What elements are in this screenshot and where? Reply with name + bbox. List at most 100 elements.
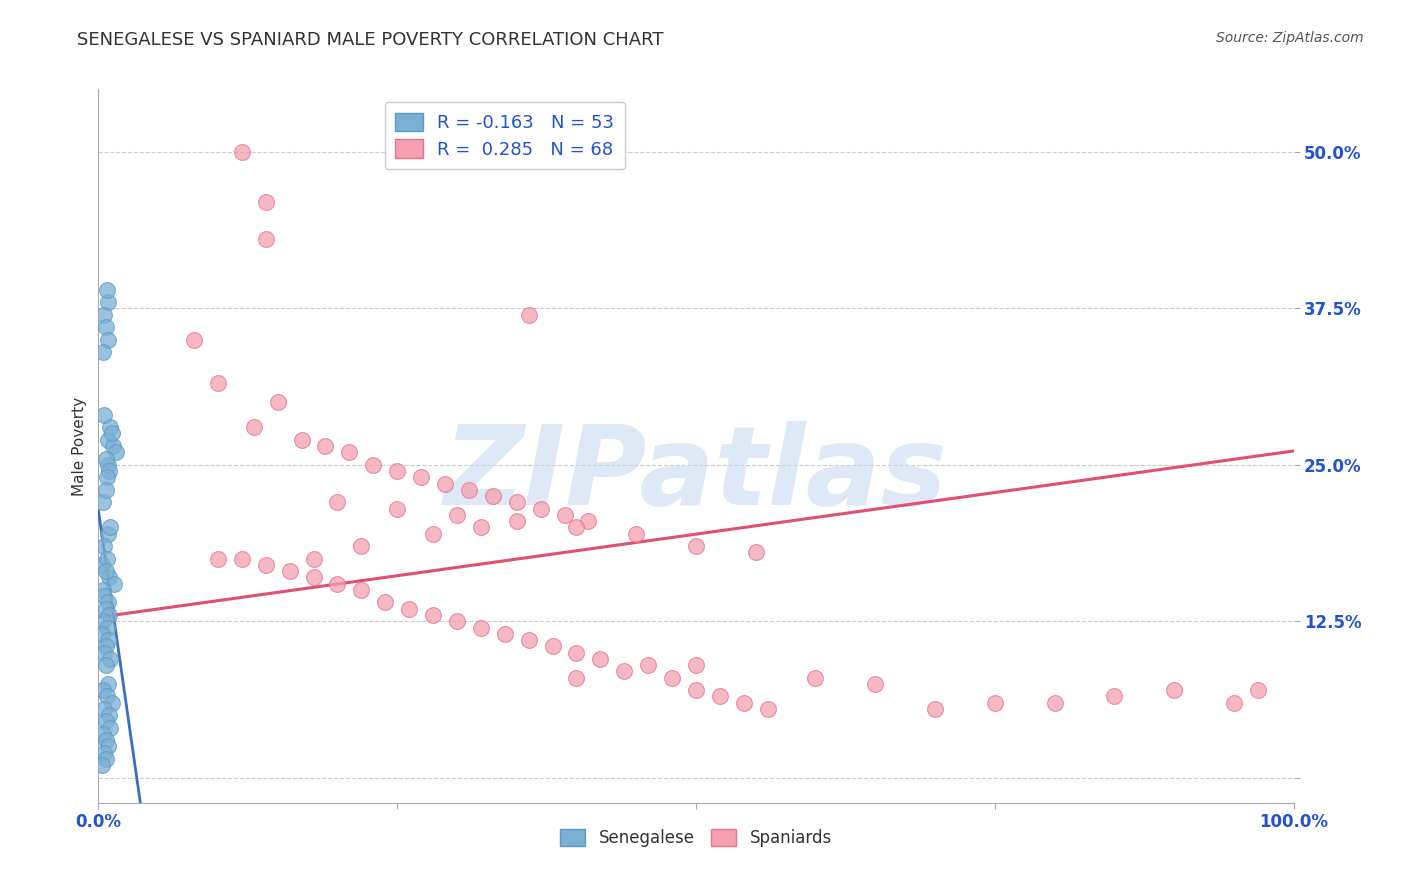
Point (105, 445, 128, 459)
Point (481, 489, 505, 503)
Point (385, 501, 409, 516)
Point (94, 451, 117, 466)
Point (565, 520, 588, 534)
Point (326, 495, 349, 509)
Point (1104, 690, 1126, 704)
Point (470, 520, 492, 534)
Point (733, 696, 755, 710)
Point (97, 526, 120, 541)
Point (91, 727, 114, 741)
Point (93, 589, 115, 603)
Point (458, 483, 481, 497)
Point (745, 545, 768, 559)
Point (470, 621, 492, 635)
Point (100, 426, 122, 441)
Point (98, 652, 122, 666)
Point (411, 470, 433, 484)
Point (93, 539, 115, 553)
Text: Source: ZipAtlas.com: Source: ZipAtlas.com (1216, 31, 1364, 45)
Point (97, 333, 120, 347)
Point (302, 551, 325, 566)
Point (350, 539, 373, 553)
Point (91, 614, 114, 628)
Point (804, 671, 827, 685)
Text: SENEGALESE VS SPANIARD MALE POVERTY CORRELATION CHART: SENEGALESE VS SPANIARD MALE POVERTY CORR… (77, 31, 664, 49)
Point (517, 633, 540, 648)
Point (101, 439, 124, 453)
Point (93, 646, 115, 660)
Point (93, 408, 115, 422)
Point (93, 308, 115, 322)
Point (709, 690, 731, 704)
Point (96, 283, 118, 297)
Point (1163, 683, 1185, 698)
Point (98, 520, 122, 534)
Point (565, 671, 588, 685)
Point (506, 495, 529, 509)
Point (661, 671, 683, 685)
Point (183, 333, 205, 347)
Point (374, 595, 396, 609)
Point (94, 640, 117, 654)
Point (96, 551, 118, 566)
Point (91, 558, 114, 572)
Point (98, 607, 121, 622)
Point (434, 476, 457, 491)
Point (94, 564, 117, 578)
Point (98, 464, 121, 478)
Point (1247, 683, 1270, 698)
Point (91, 495, 114, 509)
Point (91, 683, 114, 698)
Point (267, 395, 290, 409)
Point (363, 458, 385, 472)
Point (96, 690, 118, 704)
Point (278, 564, 301, 578)
Point (91, 345, 114, 359)
Point (685, 683, 707, 698)
Point (626, 526, 648, 541)
Point (93, 746, 115, 760)
Point (231, 145, 253, 159)
Point (554, 508, 576, 522)
Point (613, 665, 636, 679)
Point (93, 702, 115, 716)
Point (446, 508, 468, 522)
Point (685, 539, 707, 553)
Point (91, 627, 114, 641)
Point (91, 582, 114, 597)
Point (446, 614, 468, 628)
Point (94, 733, 117, 747)
Point (326, 576, 349, 591)
Point (96, 470, 118, 484)
Point (97, 677, 120, 691)
Point (98, 570, 121, 584)
Point (578, 514, 600, 528)
Point (422, 526, 444, 541)
Point (924, 702, 946, 716)
Point (97, 295, 120, 310)
Point (398, 601, 420, 615)
Point (97, 433, 120, 447)
Point (506, 514, 529, 528)
Point (494, 627, 516, 641)
Point (685, 658, 707, 673)
Point (94, 658, 117, 673)
Point (98, 721, 122, 735)
Legend: Senegalese, Spaniards: Senegalese, Spaniards (551, 821, 841, 855)
Point (96, 621, 118, 635)
Point (94, 601, 117, 615)
Point (97, 633, 120, 648)
Point (254, 194, 277, 209)
Point (422, 607, 444, 622)
Point (207, 376, 229, 391)
Point (207, 551, 229, 566)
Point (94, 752, 117, 766)
Point (94, 320, 117, 334)
Point (97, 595, 120, 609)
Point (231, 551, 253, 566)
Point (98, 420, 122, 434)
Point (291, 433, 314, 447)
Point (97, 739, 120, 754)
Point (565, 646, 588, 660)
Point (1043, 696, 1066, 710)
